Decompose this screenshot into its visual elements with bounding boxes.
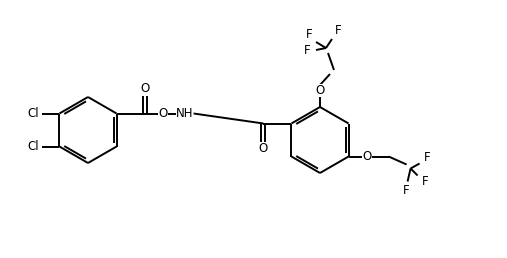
Text: O: O: [259, 142, 268, 155]
Text: O: O: [362, 150, 371, 163]
Text: O: O: [158, 107, 167, 120]
Text: F: F: [306, 28, 312, 42]
Text: NH: NH: [176, 107, 193, 120]
Text: F: F: [403, 184, 410, 197]
Text: Cl: Cl: [27, 107, 39, 120]
Text: Cl: Cl: [27, 140, 39, 153]
Text: F: F: [335, 23, 341, 36]
Text: O: O: [140, 82, 149, 95]
Text: F: F: [422, 175, 429, 188]
Text: O: O: [315, 84, 324, 96]
Text: F: F: [304, 44, 310, 57]
Text: F: F: [424, 151, 431, 164]
